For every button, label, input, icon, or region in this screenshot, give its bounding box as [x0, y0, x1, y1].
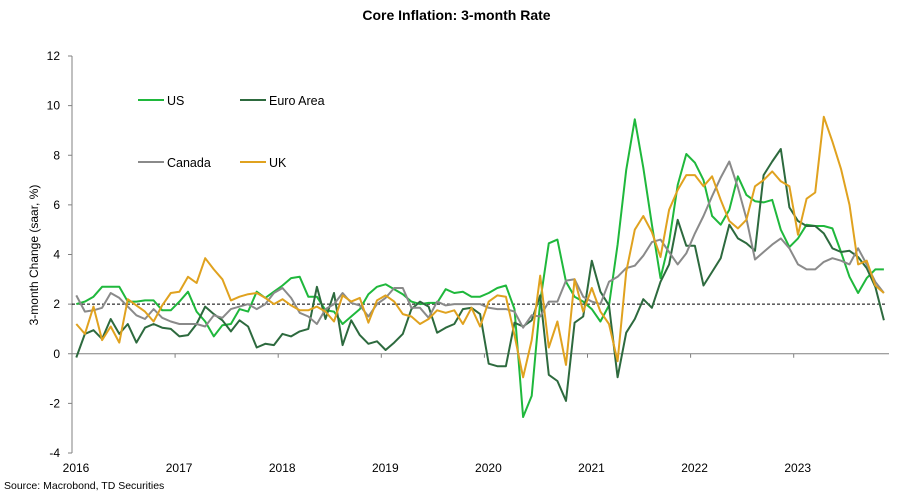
x-tick-label: 2018 — [269, 461, 296, 475]
y-tick-label: 12 — [47, 49, 61, 63]
source-note: Source: Macrobond, TD Securities — [4, 480, 165, 492]
axes: -4 -2 0 2 4 6 8 10 12 2016 2017 2018 2019 2020 2021 202… — [47, 49, 889, 475]
legend: US Euro Area Canada UK — [138, 94, 325, 170]
y-tick-label: 4 — [53, 248, 60, 262]
y-tick-label: -2 — [49, 396, 60, 410]
x-tick-label: 2019 — [372, 461, 399, 475]
x-tick-label: 2021 — [578, 461, 605, 475]
legend-label-uk: UK — [269, 156, 287, 170]
y-tick-label: 0 — [53, 347, 60, 361]
legend-label-us: US — [167, 94, 184, 108]
legend-label-euro-area: Euro Area — [269, 94, 325, 108]
series-line-euro-area — [75, 148, 885, 402]
series-lines — [75, 115, 885, 418]
y-tick-label: 8 — [53, 148, 60, 162]
y-axis-label: 3-month Change (saar, %) — [27, 185, 41, 326]
x-tick-label: 2022 — [681, 461, 708, 475]
series-line-canada — [75, 160, 885, 329]
y-tick-label: 6 — [53, 198, 60, 212]
chart-title: Core Inflation: 3-month Rate — [362, 7, 551, 23]
y-tick-label: -4 — [49, 446, 60, 460]
x-tick-label: 2020 — [475, 461, 502, 475]
series-line-us — [76, 118, 884, 418]
y-tick-label: 2 — [53, 297, 60, 311]
x-tick-label: 2017 — [166, 461, 193, 475]
legend-label-canada: Canada — [167, 156, 211, 170]
series-line-uk — [75, 115, 885, 379]
x-tick-label: 2023 — [784, 461, 811, 475]
y-tick-label: 10 — [47, 99, 61, 113]
x-tick-label: 2016 — [63, 461, 90, 475]
